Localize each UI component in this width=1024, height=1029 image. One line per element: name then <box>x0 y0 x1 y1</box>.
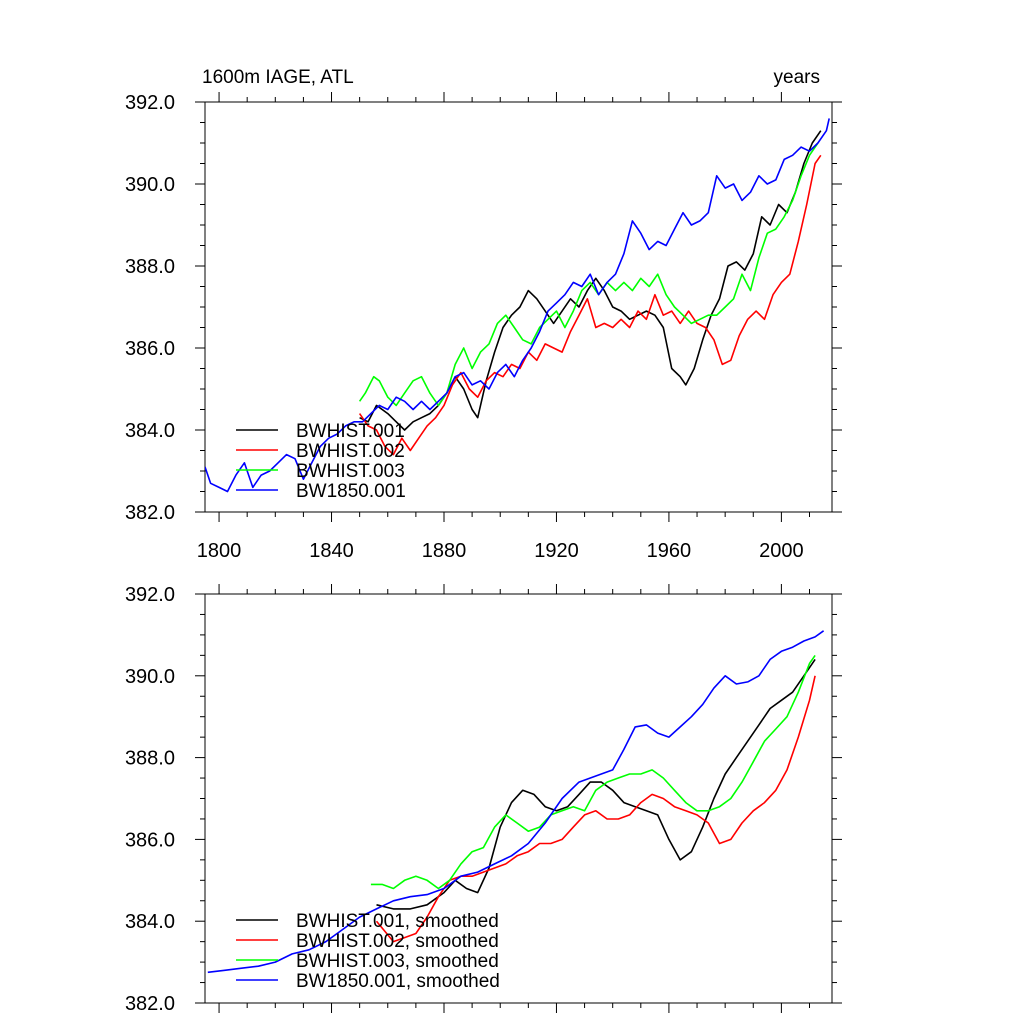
y-tick-label: 386.0 <box>125 829 175 851</box>
legend-label: BWHIST.002 <box>296 441 405 462</box>
y-tick-label: 386.0 <box>125 338 175 360</box>
legend-label: BW1850.001, smoothed <box>296 971 500 992</box>
y-tick-label: 392.0 <box>125 92 175 114</box>
series-line-1-3 <box>207 630 825 974</box>
series-line-0-0 <box>359 130 822 431</box>
x-tick-label: 1840 <box>309 540 354 562</box>
x-tick-label: 2000 <box>759 540 804 562</box>
x-tick-label: 1960 <box>647 540 692 562</box>
series-line-0-2 <box>358 142 819 407</box>
x-tick-label: 1880 <box>422 540 467 562</box>
series-line-0-3 <box>205 118 830 493</box>
x-tick-label: 1920 <box>534 540 579 562</box>
chart-title: 1600m IAGE, ATL <box>202 67 354 88</box>
chart-title-right: years <box>774 67 820 88</box>
y-tick-label: 382.0 <box>125 502 175 524</box>
legend-label: BW1850.001 <box>296 481 406 502</box>
legend-label: BWHIST.001 <box>296 421 405 442</box>
y-tick-label: 392.0 <box>125 584 175 606</box>
y-tick-label: 388.0 <box>125 748 175 770</box>
legend-label: BWHIST.001, smoothed <box>296 911 499 932</box>
y-tick-label: 384.0 <box>125 911 175 933</box>
series-line-1-0 <box>376 658 816 910</box>
legend-label: BWHIST.003 <box>296 461 405 482</box>
series-line-1-2 <box>370 654 816 890</box>
y-tick-label: 390.0 <box>125 174 175 196</box>
legend-label: BWHIST.002, smoothed <box>296 931 499 952</box>
y-tick-label: 384.0 <box>125 420 175 442</box>
legend-label: BWHIST.003, smoothed <box>296 951 499 972</box>
y-tick-label: 388.0 <box>125 256 175 278</box>
x-tick-label: 1800 <box>197 540 242 562</box>
y-tick-label: 390.0 <box>125 666 175 688</box>
series-line-0-1 <box>358 154 822 456</box>
y-tick-label: 382.0 <box>125 993 175 1015</box>
series-line-1-1 <box>375 675 816 943</box>
